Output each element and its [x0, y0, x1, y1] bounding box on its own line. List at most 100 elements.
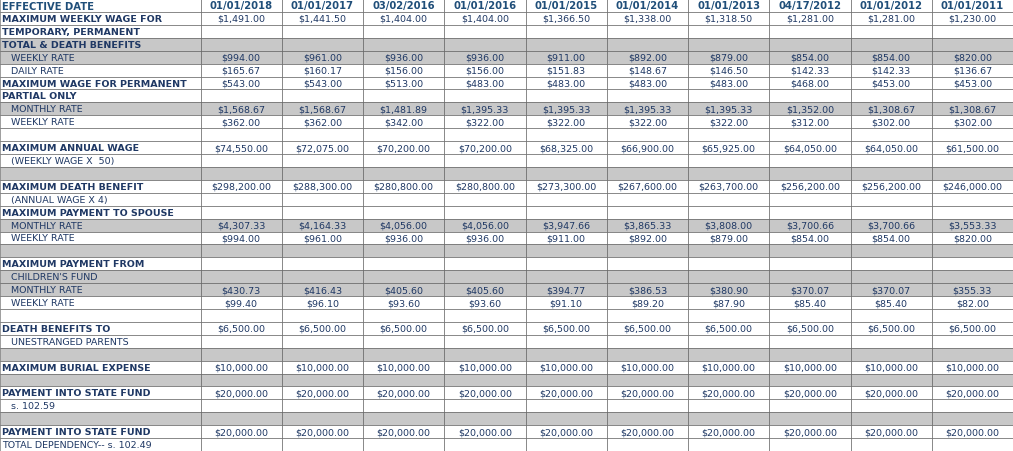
- Bar: [0, 116, 201, 129]
- Bar: [526, 155, 607, 168]
- Text: EFFECTIVE DATE: EFFECTIVE DATE: [2, 1, 94, 11]
- Bar: [769, 335, 851, 348]
- Bar: [282, 335, 363, 348]
- Text: $879.00: $879.00: [709, 54, 749, 63]
- Bar: [445, 180, 526, 193]
- Bar: [363, 168, 445, 180]
- Text: $20,000.00: $20,000.00: [377, 388, 431, 397]
- Bar: [769, 193, 851, 206]
- Bar: [932, 284, 1013, 296]
- Text: $879.00: $879.00: [709, 234, 749, 243]
- Bar: [851, 232, 932, 245]
- Bar: [363, 116, 445, 129]
- Bar: [526, 245, 607, 258]
- Bar: [851, 219, 932, 232]
- Bar: [363, 271, 445, 284]
- Text: $82.00: $82.00: [956, 299, 989, 307]
- Text: $1,568.67: $1,568.67: [217, 105, 265, 114]
- Bar: [0, 348, 201, 361]
- Bar: [201, 438, 282, 451]
- Text: (ANNUAL WAGE X 4): (ANNUAL WAGE X 4): [2, 195, 108, 204]
- Text: 01/01/2013: 01/01/2013: [697, 1, 760, 11]
- Bar: [363, 78, 445, 90]
- Bar: [201, 13, 282, 26]
- Text: $156.00: $156.00: [465, 66, 504, 75]
- Text: $142.33: $142.33: [871, 66, 911, 75]
- Bar: [526, 103, 607, 116]
- Bar: [769, 258, 851, 271]
- Bar: [282, 0, 363, 13]
- Bar: [769, 13, 851, 26]
- Bar: [526, 284, 607, 296]
- Bar: [0, 103, 201, 116]
- Bar: [0, 129, 201, 142]
- Bar: [526, 348, 607, 361]
- Bar: [201, 245, 282, 258]
- Text: $70,200.00: $70,200.00: [377, 144, 431, 153]
- Text: $61,500.00: $61,500.00: [945, 144, 1000, 153]
- Bar: [769, 78, 851, 90]
- Bar: [526, 26, 607, 39]
- Text: PAYMENT INTO STATE FUND: PAYMENT INTO STATE FUND: [2, 427, 151, 436]
- Text: $1,281.00: $1,281.00: [786, 15, 834, 24]
- Text: $483.00: $483.00: [547, 79, 586, 88]
- Text: UNESTRANGED PARENTS: UNESTRANGED PARENTS: [2, 337, 129, 346]
- Text: 01/01/2014: 01/01/2014: [616, 1, 679, 11]
- Text: WEEKLY RATE: WEEKLY RATE: [2, 118, 75, 127]
- Bar: [688, 129, 769, 142]
- Bar: [851, 425, 932, 438]
- Bar: [526, 90, 607, 103]
- Bar: [445, 284, 526, 296]
- Bar: [363, 26, 445, 39]
- Bar: [932, 206, 1013, 219]
- Bar: [851, 78, 932, 90]
- Bar: [282, 155, 363, 168]
- Bar: [282, 90, 363, 103]
- Bar: [932, 232, 1013, 245]
- Bar: [688, 116, 769, 129]
- Bar: [201, 168, 282, 180]
- Bar: [526, 387, 607, 400]
- Bar: [607, 155, 688, 168]
- Bar: [688, 51, 769, 64]
- Bar: [201, 335, 282, 348]
- Bar: [201, 64, 282, 78]
- Text: $994.00: $994.00: [222, 54, 260, 63]
- Text: $256,200.00: $256,200.00: [861, 182, 921, 191]
- Bar: [445, 129, 526, 142]
- Bar: [769, 90, 851, 103]
- Text: $416.43: $416.43: [303, 285, 342, 295]
- Bar: [769, 64, 851, 78]
- Bar: [607, 374, 688, 387]
- Text: $20,000.00: $20,000.00: [620, 388, 675, 397]
- Text: TOTAL DEPENDENCY-- s. 102.49: TOTAL DEPENDENCY-- s. 102.49: [2, 440, 152, 449]
- Text: 01/01/2016: 01/01/2016: [454, 1, 517, 11]
- Bar: [363, 374, 445, 387]
- Text: $892.00: $892.00: [628, 234, 667, 243]
- Bar: [769, 206, 851, 219]
- Bar: [282, 51, 363, 64]
- Bar: [688, 142, 769, 155]
- Text: $3,700.66: $3,700.66: [867, 221, 915, 230]
- Bar: [688, 245, 769, 258]
- Bar: [201, 387, 282, 400]
- Text: $280,800.00: $280,800.00: [374, 182, 434, 191]
- Bar: [445, 142, 526, 155]
- Bar: [445, 78, 526, 90]
- Text: $10,000.00: $10,000.00: [620, 363, 675, 372]
- Text: $263,700.00: $263,700.00: [699, 182, 759, 191]
- Bar: [201, 26, 282, 39]
- Text: $322.00: $322.00: [547, 118, 586, 127]
- Text: $20,000.00: $20,000.00: [783, 388, 837, 397]
- Bar: [526, 39, 607, 51]
- Text: $302.00: $302.00: [871, 118, 911, 127]
- Text: $936.00: $936.00: [384, 234, 423, 243]
- Bar: [282, 193, 363, 206]
- Text: MONTHLY RATE: MONTHLY RATE: [2, 105, 83, 114]
- Bar: [607, 412, 688, 425]
- Bar: [851, 116, 932, 129]
- Bar: [688, 348, 769, 361]
- Bar: [932, 374, 1013, 387]
- Text: $93.60: $93.60: [387, 299, 420, 307]
- Bar: [607, 51, 688, 64]
